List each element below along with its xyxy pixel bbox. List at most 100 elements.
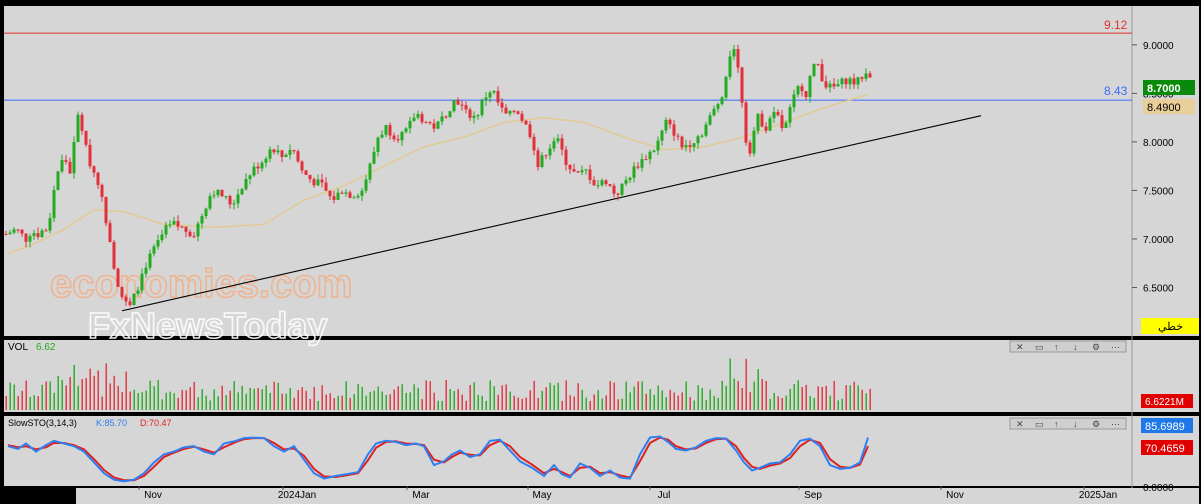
candle: [448, 111, 452, 119]
window-icon[interactable]: ▭: [1035, 419, 1044, 429]
volume-bar: [453, 391, 455, 410]
close-icon[interactable]: ✕: [1016, 419, 1024, 429]
close-icon[interactable]: ✕: [1016, 342, 1024, 352]
candle: [416, 110, 420, 120]
volume-bar: [665, 397, 667, 410]
candle: [20, 228, 24, 237]
candle: [492, 89, 496, 95]
candle: [752, 126, 756, 157]
candle: [36, 227, 40, 240]
volume-bar: [365, 395, 367, 410]
volume-bar: [505, 384, 507, 410]
candle: [616, 192, 620, 201]
volume-bar: [301, 387, 303, 410]
candle: [356, 193, 360, 200]
volume-bar: [229, 390, 231, 410]
candle: [180, 225, 184, 228]
candle: [176, 215, 180, 231]
down-icon[interactable]: ↓: [1073, 419, 1078, 429]
volume-bar: [413, 384, 415, 410]
volume-bar: [241, 385, 243, 410]
volume-bar: [809, 396, 811, 410]
candle: [444, 115, 448, 119]
volume-bar: [653, 394, 655, 410]
candle: [424, 120, 428, 124]
volume-bar: [649, 389, 651, 410]
candle: [108, 220, 112, 243]
candle: [468, 107, 472, 121]
volume-bar: [297, 390, 299, 410]
candle: [392, 132, 396, 142]
volume-bar: [289, 388, 291, 410]
volume-bar: [633, 386, 635, 410]
candle: [640, 153, 644, 172]
volume-bar: [461, 394, 463, 410]
settings-icon[interactable]: ⚙: [1092, 342, 1100, 352]
candle: [728, 50, 732, 80]
candle: [200, 213, 204, 229]
volume-bar: [245, 393, 247, 410]
volume-bar: [485, 400, 487, 410]
volume-bar: [681, 392, 683, 410]
volume-bar: [285, 393, 287, 410]
volume-bar: [81, 379, 83, 410]
volume-bar: [313, 386, 315, 410]
up-icon[interactable]: ↑: [1054, 342, 1059, 352]
volume-bar: [561, 400, 563, 410]
volume-bar: [345, 381, 347, 410]
volume-bar: [861, 389, 863, 410]
volume-bar: [753, 381, 755, 410]
volume-bar: [293, 397, 295, 410]
volume-bar: [253, 388, 255, 410]
volume-bar: [617, 399, 619, 410]
candle: [788, 104, 792, 128]
candle: [120, 286, 124, 300]
candle: [808, 74, 812, 103]
more-icon[interactable]: ⋯: [1111, 419, 1120, 429]
last-price-value: 8.7000: [1147, 83, 1181, 95]
candle: [540, 152, 544, 169]
candle: [476, 114, 480, 120]
volume-bar: [33, 395, 35, 410]
candle: [24, 233, 28, 248]
candle: [704, 121, 708, 138]
candle: [816, 63, 820, 67]
volume-bar: [165, 392, 167, 410]
volume-bar: [201, 389, 203, 410]
volume-bar: [689, 397, 691, 410]
candle: [744, 100, 748, 146]
down-icon[interactable]: ↓: [1073, 342, 1078, 352]
volume-bar: [61, 379, 63, 410]
window-icon[interactable]: ▭: [1035, 342, 1044, 352]
candle: [352, 195, 356, 199]
volume-bar: [141, 392, 143, 410]
volume-bar: [621, 398, 623, 410]
volume-bar: [729, 358, 731, 410]
volume-bar: [473, 382, 475, 410]
price-panel[interactable]: [4, 6, 1132, 336]
language-toggle-label: خطي: [1158, 321, 1183, 333]
candle: [664, 117, 668, 134]
volume-bar: [625, 381, 627, 410]
more-icon[interactable]: ⋯: [1111, 342, 1120, 352]
volume-bar: [273, 381, 275, 410]
candle: [104, 196, 108, 227]
candle: [148, 249, 152, 271]
stoch-d-label: D:70.47: [140, 418, 172, 428]
candle: [72, 136, 76, 179]
candle: [240, 187, 244, 196]
up-icon[interactable]: ↑: [1054, 419, 1059, 429]
language-toggle[interactable]: [1141, 318, 1199, 334]
settings-icon[interactable]: ⚙: [1092, 419, 1100, 429]
volume-panel[interactable]: [4, 340, 1132, 412]
candle: [732, 44, 736, 61]
volume-bar: [761, 379, 763, 410]
support-trendline[interactable]: [121, 115, 982, 312]
volume-bar: [773, 392, 775, 410]
candle: [312, 177, 316, 188]
volume-bar: [733, 378, 735, 410]
volume-bar: [569, 395, 571, 410]
volume-bar: [745, 358, 747, 410]
candle: [452, 99, 456, 113]
